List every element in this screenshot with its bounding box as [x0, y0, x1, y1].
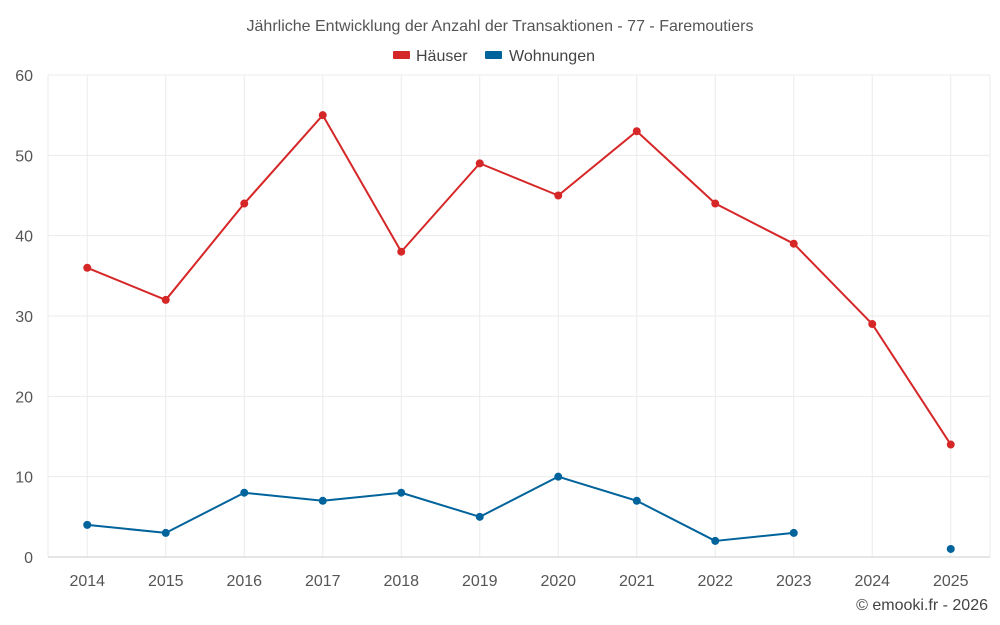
data-point-haeuser-2020[interactable]	[554, 191, 563, 200]
x-tick-label: 2016	[226, 573, 262, 590]
data-point-wohnungen-2020[interactable]	[554, 472, 563, 481]
y-tick-label: 20	[15, 389, 33, 406]
y-tick-label: 50	[15, 148, 33, 165]
x-tick-label: 2018	[383, 573, 419, 590]
data-point-wohnungen-2018[interactable]	[397, 488, 406, 497]
data-point-wohnungen-2022[interactable]	[711, 536, 720, 545]
data-point-haeuser-2016[interactable]	[240, 199, 249, 208]
series-line-haeuser	[86, 114, 952, 446]
grid-layer	[47, 74, 991, 557]
data-point-wohnungen-2019[interactable]	[475, 512, 484, 521]
x-tick-label: 2015	[148, 573, 184, 590]
credit-text: © emooki.fr - 2026	[856, 597, 988, 614]
legend: Häuser Wohnungen	[393, 48, 595, 65]
data-point-wohnungen-2016[interactable]	[240, 488, 249, 497]
y-tick-label: 0	[24, 550, 33, 567]
x-tick-label: 2022	[697, 573, 733, 590]
x-tick-label: 2025	[933, 573, 969, 590]
data-point-haeuser-2014[interactable]	[83, 263, 92, 272]
x-tick-label: 2019	[462, 573, 498, 590]
data-point-wohnungen-2017[interactable]	[318, 496, 327, 505]
x-tick-label: 2020	[540, 573, 576, 590]
legend-swatch-wohnungen	[485, 51, 502, 59]
series-line-wohnungen	[87, 475, 794, 542]
legend-label-haeuser[interactable]: Häuser	[416, 48, 468, 65]
data-point-wohnungen-2014[interactable]	[83, 520, 92, 529]
legend-label-wohnungen[interactable]: Wohnungen	[509, 48, 595, 65]
y-tick-label: 60	[15, 68, 33, 85]
data-point-haeuser-2022[interactable]	[711, 199, 720, 208]
x-tick-label: 2021	[619, 573, 655, 590]
y-tick-label: 10	[15, 470, 33, 487]
data-point-haeuser-2021[interactable]	[632, 127, 641, 136]
legend-swatch-haeuser	[393, 51, 410, 59]
y-tick-label: 40	[15, 229, 33, 246]
data-point-haeuser-2015[interactable]	[161, 295, 170, 304]
data-point-haeuser-2024[interactable]	[868, 320, 877, 329]
axis-layer: 0 10 20 30 40 50 60 2014 2015 2016 2017 2018 2019 202…	[15, 68, 990, 590]
data-point-haeuser-2023[interactable]	[789, 239, 798, 248]
data-point-wohnungen-2025[interactable]	[946, 544, 955, 553]
data-point-haeuser-2019[interactable]	[475, 159, 484, 168]
data-point-haeuser-2025[interactable]	[946, 440, 955, 449]
chart-title: Jährliche Entwicklung der Anzahl der Tra…	[247, 18, 754, 35]
data-point-wohnungen-2021[interactable]	[632, 496, 641, 505]
data-point-wohnungen-2015[interactable]	[161, 528, 170, 537]
y-tick-label: 30	[15, 309, 33, 326]
data-point-haeuser-2018[interactable]	[397, 247, 406, 256]
series-layer	[83, 111, 955, 553]
series-haeuser	[83, 111, 955, 449]
x-tick-label: 2024	[854, 573, 890, 590]
x-tick-label: 2014	[69, 573, 105, 590]
x-tick-label: 2017	[305, 573, 341, 590]
data-point-wohnungen-2023[interactable]	[789, 528, 798, 537]
series-wohnungen	[83, 472, 955, 553]
data-point-haeuser-2017[interactable]	[318, 111, 327, 120]
x-tick-label: 2023	[776, 573, 812, 590]
